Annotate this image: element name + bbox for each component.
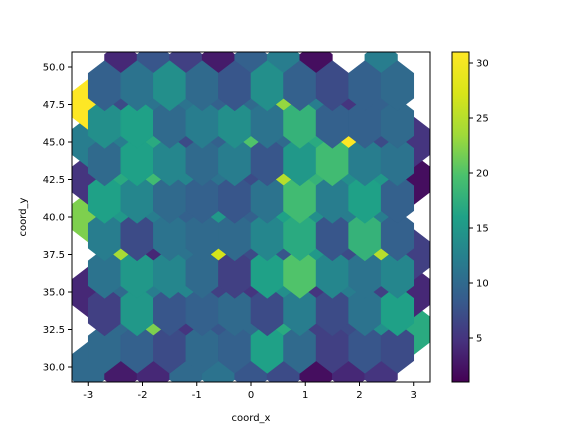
colorbar-tick-label: 25 [476,114,489,125]
y-tick-label: 35.0 [43,288,65,299]
colorbar-ticks: 5 10 15 20 25 30 [469,59,489,345]
x-tick-label: -2 [138,390,148,401]
hexbin-cell [380,97,415,149]
colorbar [451,51,470,383]
x-tick-label: -3 [83,390,93,401]
colorbar-tick-label: 10 [476,279,489,290]
y-tick-label: 40.0 [43,213,65,224]
y-tick-label: 50.0 [43,63,65,74]
colorbar-tick-label: 30 [476,59,489,70]
x-tick-label: 0 [248,390,254,401]
hexbin-cell [380,210,415,262]
colorbar-tick-label: 20 [476,169,489,180]
hexbin-cell [380,285,415,337]
y-tick-label: 37.5 [43,250,65,261]
y-axis-label: coord_y [18,197,29,236]
x-tick-label: 2 [356,390,362,401]
x-axis: -3 -2 -1 0 1 2 3 [83,382,417,401]
y-axis: 30.0 32.5 35.0 37.5 40.0 42.5 45.0 47.5 50.0 [43,63,72,374]
y-tick-label: 30.0 [43,363,65,374]
colorbar-tick-label: 15 [476,224,489,235]
y-tick-label: 45.0 [43,138,65,149]
y-tick-label: 42.5 [43,175,65,186]
hexbin-cell [380,135,415,187]
x-tick-label: 3 [411,390,417,401]
hexbin-cell [380,172,415,224]
x-axis-label: coord_x [232,413,271,424]
colorbar-tick-label: 5 [476,334,482,345]
hexbin-cell [380,322,415,374]
hexbin-cell [380,247,415,299]
x-tick-label: 1 [302,390,308,401]
y-tick-label: 32.5 [43,325,65,336]
x-tick-label: -1 [192,390,202,401]
y-tick-label: 47.5 [43,100,65,111]
hexbin-cell [380,60,415,112]
hexbin-cells [72,52,430,382]
